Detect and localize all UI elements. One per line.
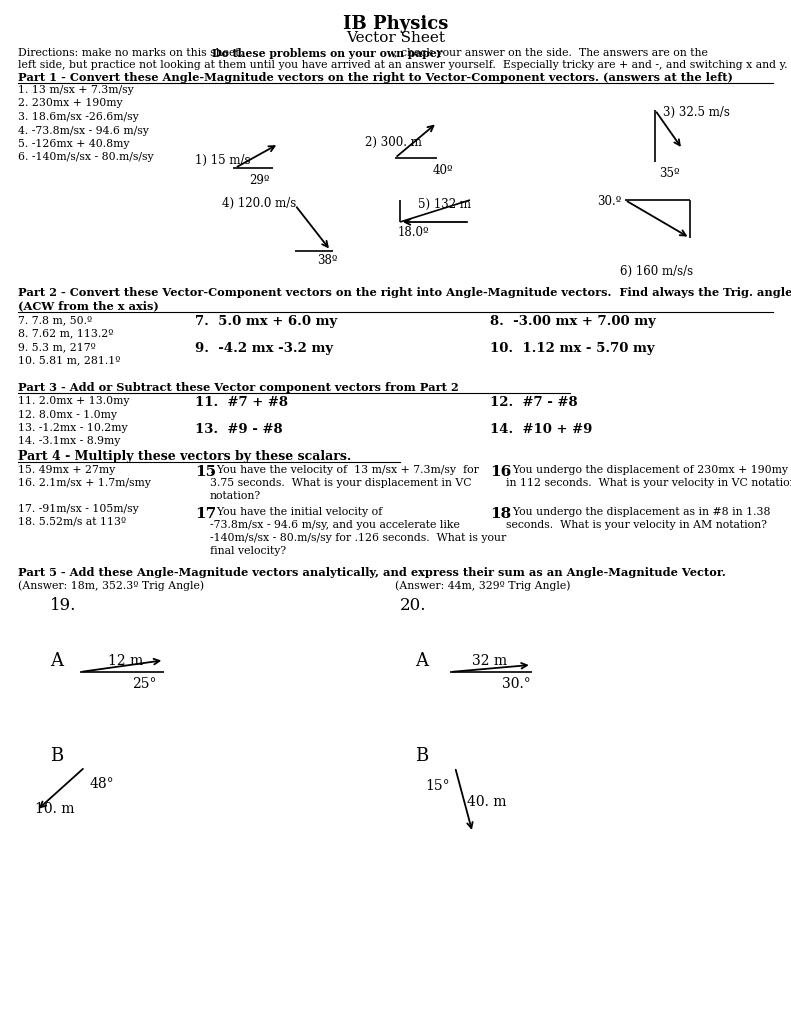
Text: 5. -126mx + 40.8my: 5. -126mx + 40.8my <box>18 139 130 150</box>
Text: 29º: 29º <box>249 174 270 187</box>
Text: 12.  #7 - #8: 12. #7 - #8 <box>490 396 577 409</box>
Text: 4) 120.0 m/s: 4) 120.0 m/s <box>222 197 297 210</box>
Text: 15. 49mx + 27my: 15. 49mx + 27my <box>18 465 115 475</box>
Text: (ACW from the x axis): (ACW from the x axis) <box>18 300 159 311</box>
Text: 2. 230mx + 190my: 2. 230mx + 190my <box>18 98 123 109</box>
Text: 7.  5.0 mx + 6.0 my: 7. 5.0 mx + 6.0 my <box>195 315 337 328</box>
Text: final velocity?: final velocity? <box>210 546 286 556</box>
Text: 17. -91m/sx - 105m/sy: 17. -91m/sx - 105m/sy <box>18 504 138 514</box>
Text: 25°: 25° <box>132 677 157 691</box>
Text: 10. 5.81 m, 281.1º: 10. 5.81 m, 281.1º <box>18 355 120 366</box>
Text: 8. 7.62 m, 113.2º: 8. 7.62 m, 113.2º <box>18 329 113 339</box>
Text: (Answer: 44m, 329º Trig Angle): (Answer: 44m, 329º Trig Angle) <box>395 580 570 591</box>
Text: . You undergo the displacement of 230mx + 190my: . You undergo the displacement of 230mx … <box>506 465 788 475</box>
Text: Part 1 - Convert these Angle-Magnitude vectors on the right to Vector-Component : Part 1 - Convert these Angle-Magnitude v… <box>18 72 733 83</box>
Text: IB Physics: IB Physics <box>343 15 448 33</box>
Text: 40º: 40º <box>433 164 453 177</box>
Text: 9.  -4.2 mx -3.2 my: 9. -4.2 mx -3.2 my <box>195 342 333 355</box>
Text: 3. 18.6m/sx -26.6m/sy: 3. 18.6m/sx -26.6m/sy <box>18 112 138 122</box>
Text: 14. -3.1mx - 8.9my: 14. -3.1mx - 8.9my <box>18 436 120 446</box>
Text: 16: 16 <box>490 465 511 479</box>
Text: 5) 132 m: 5) 132 m <box>418 198 471 211</box>
Text: 1) 15 m/s: 1) 15 m/s <box>195 154 251 167</box>
Text: 15°: 15° <box>425 779 449 793</box>
Text: . You have the initial velocity of: . You have the initial velocity of <box>210 507 382 517</box>
Text: 7. 7.8 m, 50.º: 7. 7.8 m, 50.º <box>18 315 92 325</box>
Text: 19.: 19. <box>50 597 77 614</box>
Text: A: A <box>415 652 428 670</box>
Text: 1. 13 m/sx + 7.3m/sy: 1. 13 m/sx + 7.3m/sy <box>18 85 134 95</box>
Text: , check your answer on the side.  The answers are on the: , check your answer on the side. The ans… <box>394 48 708 58</box>
Text: 11. 2.0mx + 13.0my: 11. 2.0mx + 13.0my <box>18 396 130 406</box>
Text: notation?: notation? <box>210 490 261 501</box>
Text: 2) 300. m: 2) 300. m <box>365 136 422 150</box>
Text: 3.75 seconds.  What is your displacement in VC: 3.75 seconds. What is your displacement … <box>210 478 471 488</box>
Text: 3) 32.5 m/s: 3) 32.5 m/s <box>663 106 730 119</box>
Text: 18.0º: 18.0º <box>398 226 430 239</box>
Text: 38º: 38º <box>317 254 338 266</box>
Text: 48°: 48° <box>90 777 115 791</box>
Text: 16. 2.1m/sx + 1.7m/smy: 16. 2.1m/sx + 1.7m/smy <box>18 478 151 488</box>
Text: 30.°: 30.° <box>502 677 531 691</box>
Text: 8.  -3.00 mx + 7.00 my: 8. -3.00 mx + 7.00 my <box>490 315 656 328</box>
Text: Part 3 - Add or Subtract these Vector component vectors from Part 2: Part 3 - Add or Subtract these Vector co… <box>18 382 459 393</box>
Text: . You undergo the displacement as in #8 in 1.38: . You undergo the displacement as in #8 … <box>506 507 770 517</box>
Text: -140m/s/sx - 80.m/s/sy for .126 seconds.  What is your: -140m/s/sx - 80.m/s/sy for .126 seconds.… <box>210 534 506 543</box>
Text: 14.  #10 + #9: 14. #10 + #9 <box>490 423 592 436</box>
Text: Part 5 - Add these Angle-Magnitude vectors analytically, and express their sum a: Part 5 - Add these Angle-Magnitude vecto… <box>18 567 726 578</box>
Text: Do these problems on your own paper: Do these problems on your own paper <box>212 48 442 59</box>
Text: 13. -1.2mx - 10.2my: 13. -1.2mx - 10.2my <box>18 423 127 433</box>
Text: 15: 15 <box>195 465 216 479</box>
Text: . You have the velocity of  13 m/sx + 7.3m/sy  for: . You have the velocity of 13 m/sx + 7.3… <box>210 465 479 475</box>
Text: left side, but practice not looking at them until you have arrived at an answer : left side, but practice not looking at t… <box>18 60 788 70</box>
Text: 11.  #7 + #8: 11. #7 + #8 <box>195 396 288 409</box>
Text: 35º: 35º <box>659 167 679 180</box>
Text: 20.: 20. <box>400 597 426 614</box>
Text: (Answer: 18m, 352.3º Trig Angle): (Answer: 18m, 352.3º Trig Angle) <box>18 580 204 591</box>
Text: 30.º: 30.º <box>597 195 621 208</box>
Text: 18: 18 <box>490 507 511 521</box>
Text: B: B <box>415 746 428 765</box>
Text: 40. m: 40. m <box>467 795 506 809</box>
Text: 12 m: 12 m <box>108 654 143 668</box>
Text: 17: 17 <box>195 507 216 521</box>
Text: seconds.  What is your velocity in AM notation?: seconds. What is your velocity in AM not… <box>506 520 767 530</box>
Text: 18. 5.52m/s at 113º: 18. 5.52m/s at 113º <box>18 517 126 527</box>
Text: Part 2 - Convert these Vector-Component vectors on the right into Angle-Magnitud: Part 2 - Convert these Vector-Component … <box>18 287 791 298</box>
Text: 10. m: 10. m <box>35 802 74 816</box>
Text: Vector Sheet: Vector Sheet <box>346 31 445 45</box>
Text: 10.  1.12 mx - 5.70 my: 10. 1.12 mx - 5.70 my <box>490 342 655 355</box>
Text: Directions: make no marks on this sheet.: Directions: make no marks on this sheet. <box>18 48 250 58</box>
Text: Part 4 - Multiply these vectors by these scalars.: Part 4 - Multiply these vectors by these… <box>18 450 351 463</box>
Text: A: A <box>50 652 63 670</box>
Text: 12. 8.0mx - 1.0my: 12. 8.0mx - 1.0my <box>18 410 117 420</box>
Text: B: B <box>50 746 63 765</box>
Text: in 112 seconds.  What is your velocity in VC notation?: in 112 seconds. What is your velocity in… <box>506 478 791 488</box>
Text: 13.  #9 - #8: 13. #9 - #8 <box>195 423 282 436</box>
Text: 32 m: 32 m <box>472 654 507 668</box>
Text: -73.8m/sx - 94.6 m/sy, and you accelerate like: -73.8m/sx - 94.6 m/sy, and you accelerat… <box>210 520 460 530</box>
Text: 6. -140m/s/sx - 80.m/s/sy: 6. -140m/s/sx - 80.m/s/sy <box>18 153 153 163</box>
Text: 9. 5.3 m, 217º: 9. 5.3 m, 217º <box>18 342 96 352</box>
Text: 4. -73.8m/sx - 94.6 m/sy: 4. -73.8m/sx - 94.6 m/sy <box>18 126 149 135</box>
Text: 6) 160 m/s/s: 6) 160 m/s/s <box>620 265 693 278</box>
